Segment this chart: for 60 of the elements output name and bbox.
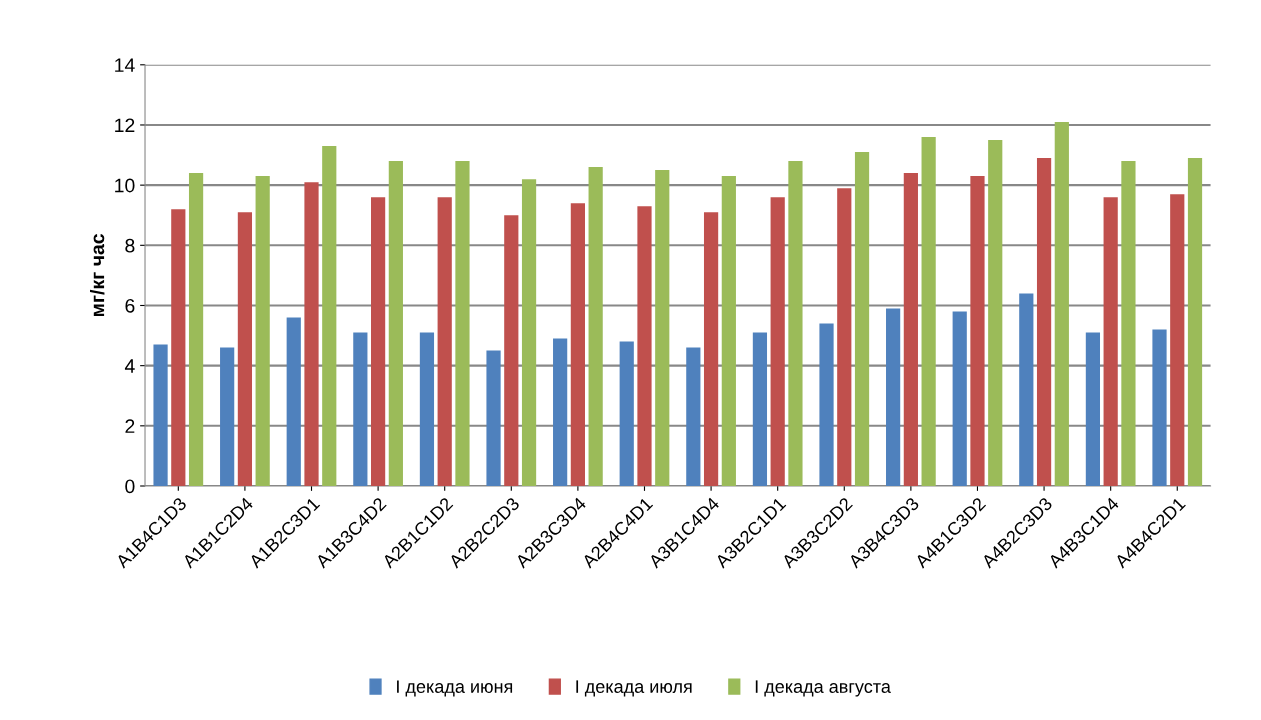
y-axis-title: мг/кг час — [89, 233, 105, 317]
bar — [304, 182, 319, 486]
bar — [1121, 161, 1136, 486]
bar — [686, 347, 701, 486]
bar — [1103, 197, 1118, 486]
legend-label: I декада июня — [397, 680, 513, 697]
bar — [819, 323, 834, 486]
bar — [455, 161, 470, 486]
bar — [388, 161, 403, 486]
bar — [153, 344, 168, 486]
y-tick-label: 14 — [115, 58, 135, 72]
bar — [1170, 194, 1185, 486]
y-tick-label: 6 — [125, 298, 135, 313]
bar — [886, 308, 901, 486]
bar — [255, 176, 270, 486]
bar — [619, 341, 634, 486]
bar — [237, 212, 253, 486]
bar — [703, 212, 719, 486]
bar — [1054, 121, 1069, 486]
bar — [570, 203, 585, 486]
bar — [752, 332, 768, 486]
bar — [1085, 332, 1101, 486]
bar — [837, 188, 852, 486]
bar — [854, 152, 870, 486]
bar — [171, 209, 186, 486]
legend-label: I декада августа — [755, 680, 891, 697]
bar — [1152, 329, 1167, 486]
y-tick-label: 0 — [125, 479, 135, 494]
bar — [588, 167, 603, 486]
bar — [721, 176, 736, 486]
bar — [437, 197, 452, 486]
bar — [637, 206, 652, 486]
bar — [903, 173, 918, 486]
bar — [371, 197, 386, 486]
bar — [286, 317, 301, 486]
bar — [521, 179, 537, 486]
bar — [553, 338, 568, 486]
legend-label: I декада июля — [576, 680, 692, 697]
bar — [220, 347, 235, 486]
bar — [770, 197, 785, 486]
y-tick-label: 8 — [125, 238, 135, 253]
bar — [353, 332, 368, 486]
bar — [655, 170, 670, 486]
y-tick-label: 10 — [115, 178, 135, 193]
bar — [788, 161, 803, 486]
bar — [970, 176, 985, 486]
bar — [988, 140, 1003, 486]
bar — [188, 173, 204, 486]
y-tick-label: 12 — [115, 118, 135, 133]
bar — [322, 146, 337, 486]
bar — [1036, 158, 1052, 486]
bar — [504, 215, 519, 486]
y-tick-label: 2 — [125, 419, 135, 433]
bar — [1187, 158, 1203, 486]
bar — [486, 350, 501, 486]
bar — [921, 137, 936, 486]
y-tick-label: 4 — [124, 359, 135, 373]
bar — [1019, 293, 1034, 486]
bar — [419, 332, 435, 486]
bar — [952, 311, 967, 486]
